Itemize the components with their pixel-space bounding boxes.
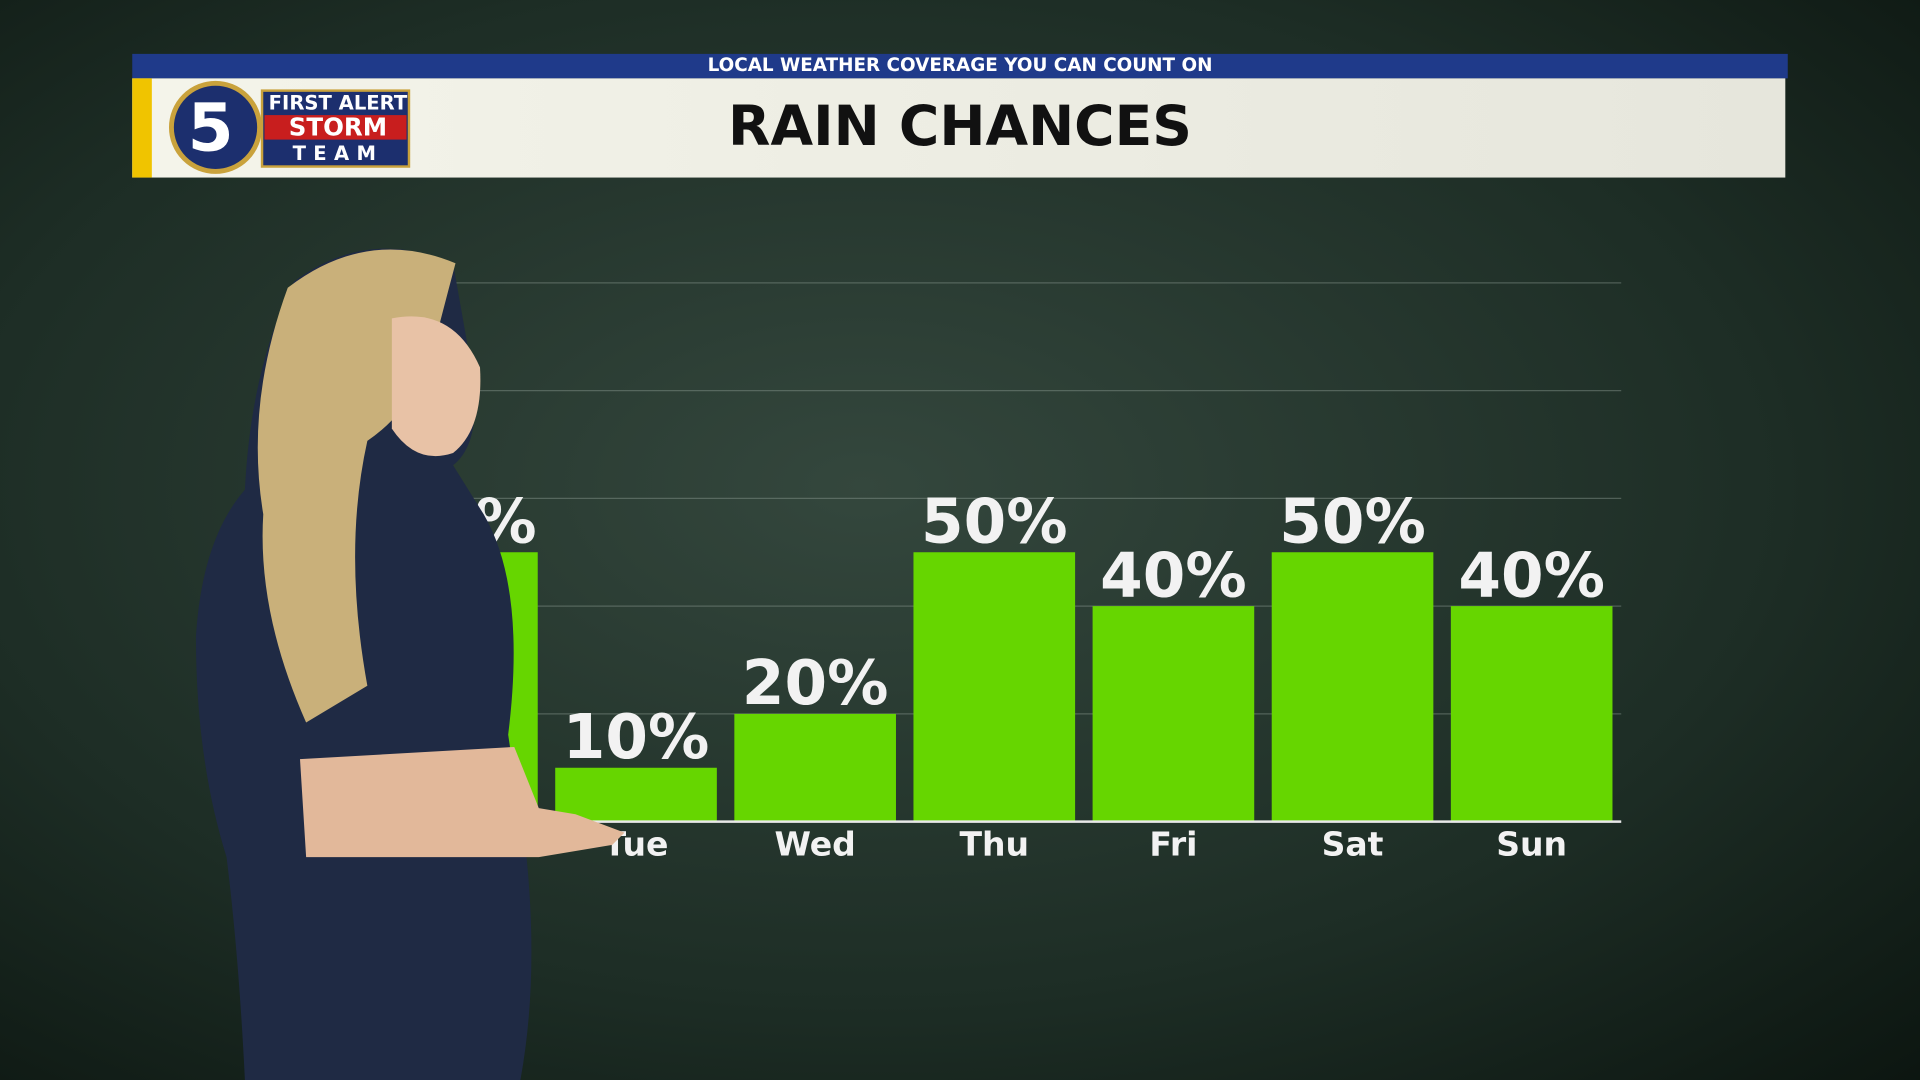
tagline: LOCAL WEATHER COVERAGE YOU CAN COUNT ON xyxy=(708,55,1213,76)
bar xyxy=(734,713,896,822)
value-label: 40% xyxy=(1458,540,1605,611)
x-tick-label: Sat xyxy=(1322,825,1384,864)
bar xyxy=(555,767,717,822)
presenter xyxy=(195,248,625,1080)
logo-text: FIRST ALERT xyxy=(269,92,408,115)
logo: 5 FIRST ALERT STORM TEAM xyxy=(168,80,411,174)
value-label: 40% xyxy=(1100,540,1247,611)
bar xyxy=(913,552,1076,822)
bar xyxy=(1450,606,1613,822)
tagline-bar xyxy=(132,53,1788,79)
value-label: 50% xyxy=(921,486,1068,557)
logo-number: 5 xyxy=(188,89,234,166)
value-label: 10% xyxy=(563,702,710,773)
logo-text: TEAM xyxy=(293,142,384,165)
x-tick-label: Thu xyxy=(959,825,1029,864)
chart-title: RAIN CHANCES xyxy=(728,94,1192,158)
logo-text: STORM xyxy=(289,113,387,142)
logo-circle xyxy=(168,80,263,174)
x-tick-label: Wed xyxy=(774,825,855,864)
accent-stripe xyxy=(132,78,152,178)
bar xyxy=(1271,552,1434,822)
x-tick-label: Sun xyxy=(1496,825,1567,864)
logo-red-band xyxy=(264,115,407,140)
x-tick-label: Fri xyxy=(1149,825,1197,864)
value-label: 50% xyxy=(1279,486,1426,557)
bar xyxy=(1092,606,1255,822)
value-label: 20% xyxy=(742,648,889,719)
